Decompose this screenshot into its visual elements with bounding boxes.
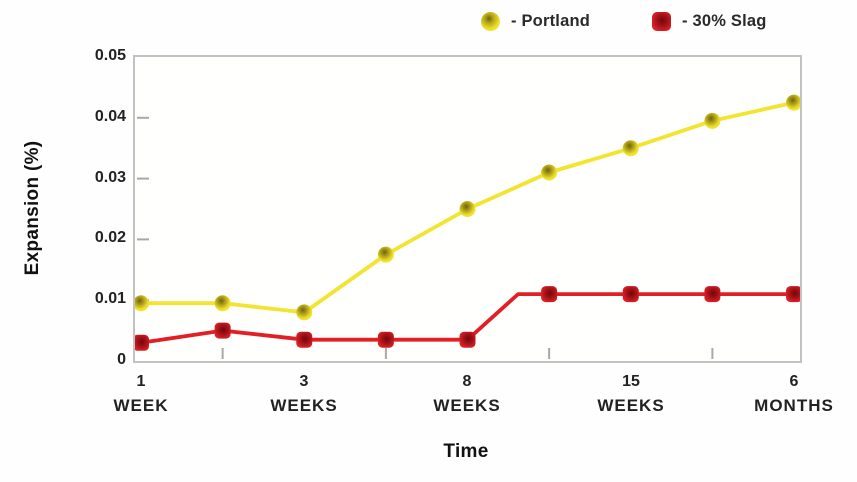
slag-data-point (459, 331, 476, 348)
x-tick-unit: WEEKS (270, 396, 338, 415)
x-tick-label-3-weeks: 3 WEEKS (234, 373, 374, 415)
slag-data-point (541, 286, 558, 303)
series-plot (135, 94, 800, 359)
plot-area (133, 55, 802, 363)
x-tick-label-6-months: 6 MONTHS (724, 373, 857, 415)
portland-data-point (296, 304, 313, 321)
portland-data-point (214, 295, 231, 312)
x-tick-unit: MONTHS (754, 396, 834, 415)
portland-data-point (622, 140, 639, 157)
x-tick-number: 6 (789, 373, 799, 390)
portland-circle-marker-icon (481, 11, 500, 31)
y-tick-label: 0.03 (94, 169, 126, 186)
slag-data-point (377, 331, 394, 348)
slag-line (139, 292, 796, 345)
y-tick-label: 0.04 (94, 108, 126, 125)
x-tick-unit: WEEKS (597, 396, 665, 415)
portland-data-point (377, 246, 394, 263)
slag-data-point (135, 334, 149, 351)
x-tick-number: 8 (462, 373, 472, 390)
x-tick-number: 1 (136, 373, 146, 390)
legend-item-portland: - Portland (481, 10, 590, 32)
portland-data-point (459, 201, 476, 217)
y-tick-label: 0.05 (94, 47, 126, 64)
x-tick-label-1-week: 1 WEEK (71, 373, 211, 415)
legend-label-slag: - 30% Slag (682, 11, 767, 30)
x-tick-label-8-weeks: 8 WEEKS (397, 373, 537, 415)
y-axis-tick-labels: 0.05 0.04 0.03 0.02 0.01 0 (58, 0, 126, 482)
y-tick-label: 0 (117, 351, 126, 368)
x-tick-unit: WEEKS (433, 396, 501, 415)
legend-label-portland: - Portland (511, 11, 590, 30)
x-tick-number: 3 (299, 373, 309, 390)
portland-data-point (704, 112, 721, 129)
slag-data-point (214, 322, 231, 339)
portland-data-point (786, 94, 800, 111)
portland-data-point (135, 295, 149, 312)
x-tick-label-15-weeks: 15 WEEKS (561, 373, 701, 415)
y-tick-label: 0.01 (94, 290, 126, 307)
slag-data-point (704, 286, 721, 303)
legend-item-slag: - 30% Slag (652, 10, 767, 32)
portland-data-point (541, 164, 558, 181)
slag-data-point (622, 286, 639, 303)
slag-square-marker-icon (652, 11, 671, 31)
y-axis-title: Expansion (%) (22, 140, 43, 276)
slag-data-point (786, 286, 800, 303)
slag-data-point (296, 331, 313, 348)
x-axis-title: Time (443, 441, 489, 462)
x-tick-unit: WEEK (113, 396, 169, 415)
x-tick-number: 15 (622, 373, 640, 390)
y-tick-label: 0.02 (94, 229, 126, 246)
